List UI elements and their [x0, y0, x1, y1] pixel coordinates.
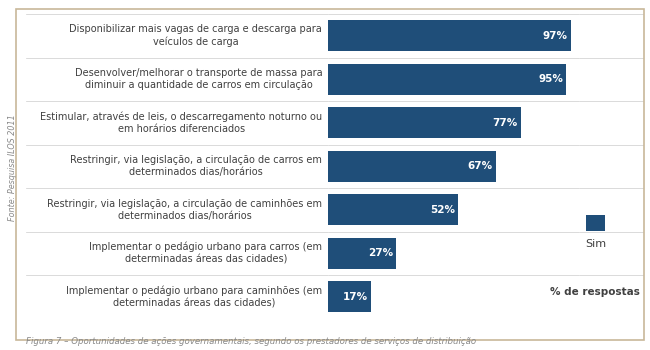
Text: Figura 7 – Oportunidades de ações governamentais, segundo os prestadores de serv: Figura 7 – Oportunidades de ações govern… [26, 337, 476, 346]
Text: 67%: 67% [468, 161, 493, 171]
Bar [328, 150, 496, 182]
Text: Estimular, através de leis, o descarregamento noturno ou
em horários diferenciad: Estimular, através de leis, o descarrega… [40, 111, 322, 134]
Text: Disponibilizar mais vagas de carga e descarga para
veículos de carga: Disponibilizar mais vagas de carga e des… [70, 24, 322, 47]
Bar [328, 238, 396, 269]
Bar [328, 107, 521, 138]
Text: Restringir, via legislação, a circulação de carros em
determinados dias/horários: Restringir, via legislação, a circulação… [70, 155, 322, 177]
Text: 52%: 52% [430, 205, 456, 215]
Text: 17%: 17% [343, 292, 368, 302]
Text: Implementar o pedágio urbano para carros (em
determinadas áreas das cidades): Implementar o pedágio urbano para carros… [89, 242, 322, 265]
Bar [328, 20, 571, 51]
Text: 77%: 77% [493, 118, 518, 128]
Bar [328, 194, 458, 225]
Text: 95%: 95% [538, 74, 563, 84]
Text: 97%: 97% [543, 31, 568, 41]
Text: Fonte: Pesquisa ILOS 2011: Fonte: Pesquisa ILOS 2011 [8, 115, 17, 222]
Bar [328, 281, 370, 313]
Text: Sim: Sim [585, 239, 606, 249]
Bar [328, 64, 566, 95]
Text: 27%: 27% [368, 248, 393, 258]
Text: Desenvolver/melhorar o transporte de massa para
diminuir a quantidade de carros : Desenvolver/melhorar o transporte de mas… [75, 68, 322, 90]
Text: Restringir, via legislação, a circulação de caminhões em
determinados dias/horár: Restringir, via legislação, a circulação… [47, 198, 322, 221]
Bar [586, 215, 605, 231]
Text: Implementar o pedágio urbano para caminhões (em
determinadas áreas das cidades): Implementar o pedágio urbano para caminh… [66, 285, 322, 308]
Text: % de respostas: % de respostas [551, 287, 640, 296]
